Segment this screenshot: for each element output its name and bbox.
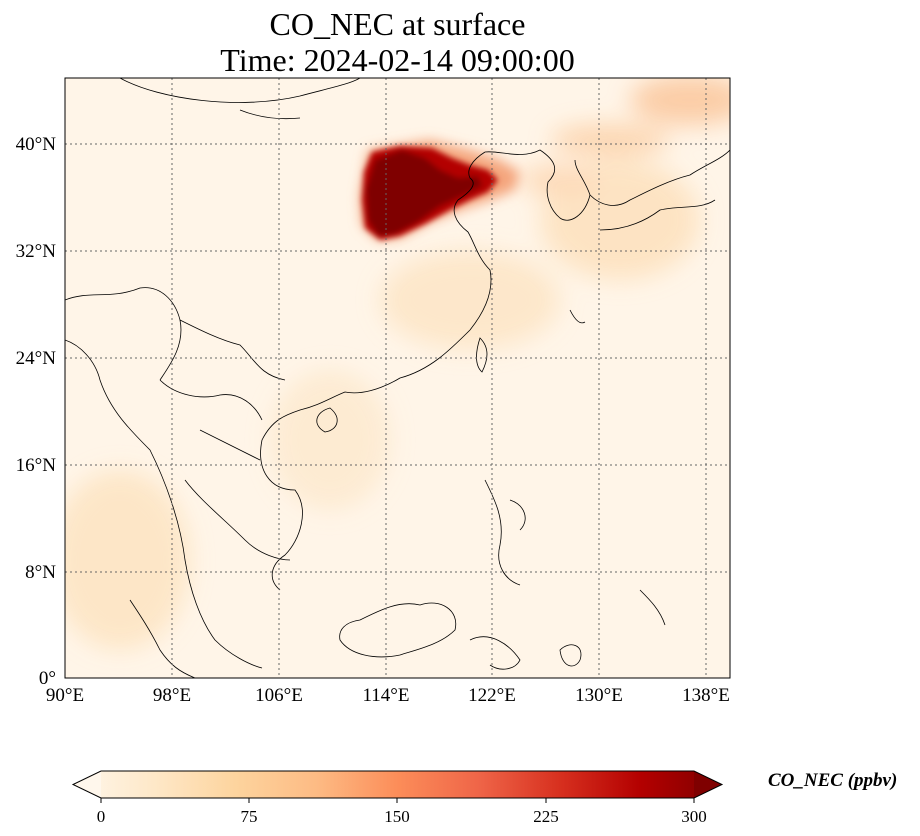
concentration-field [65,78,730,678]
lon-tick-label: 106°E [255,685,303,706]
lon-tick-labels: 90°E 98°E 106°E 114°E 122°E 130°E 138°E [46,685,730,706]
coastlines [65,78,730,678]
colorbar-tick-label: 150 [384,807,410,826]
colorbar-label: CO_NEC (ppbv) [768,770,898,791]
lon-tick-label: 90°E [46,685,84,706]
colorbar-tick-label: 75 [241,807,258,826]
lat-tick-label: 24°N [16,348,57,369]
lat-tick-label: 8°N [25,562,56,583]
lon-tick-label: 130°E [575,685,623,706]
lat-tick-label: 40°N [16,134,57,155]
map-frame [64,77,731,679]
map-title: CO_NEC at surface [269,6,526,42]
lat-tick-labels: 0° 8°N 16°N 24°N 32°N 40°N [16,134,57,689]
lat-tick-label: 0° [39,668,56,689]
colorbar: 0 75 150 225 300 [71,770,724,826]
lat-tick-label: 32°N [16,241,57,262]
colorbar-tick-label: 300 [681,807,707,826]
lon-tick-label: 114°E [363,685,410,706]
map-subtitle-time: Time: 2024-02-14 09:00:00 [220,42,575,78]
lon-tick-label: 122°E [468,685,516,706]
lat-tick-label: 16°N [16,455,57,476]
co-plume-core [362,146,498,240]
colorbar-gradient [73,771,722,798]
colorbar-extend-min [73,771,101,798]
lon-tick-label: 98°E [153,685,191,706]
colorbar-extend-max [694,771,722,798]
colorbar-tick-label: 225 [533,807,559,826]
gridlines [65,78,730,678]
colorbar-tick-label: 0 [97,807,106,826]
lon-tick-label: 138°E [682,685,730,706]
